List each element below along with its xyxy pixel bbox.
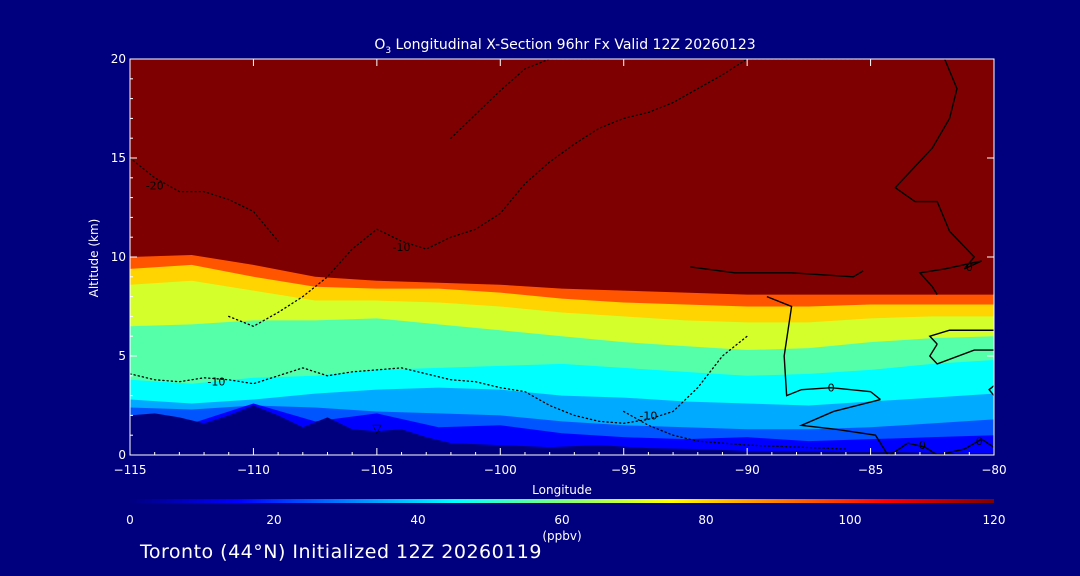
- y-tick-label: 0: [118, 448, 126, 462]
- y-axis-label: Altitude (km): [87, 219, 101, 298]
- footer-station-init: Toronto (44°N) Initialized 12Z 20260119: [140, 541, 542, 563]
- x-axis-label: Longitude: [532, 483, 592, 497]
- contour-line-5: [894, 59, 982, 295]
- colorbar-tick-label: 60: [554, 513, 569, 527]
- x-tick-label: −100: [484, 463, 517, 477]
- contour-line-7: [928, 343, 994, 365]
- y-tick-label: 15: [111, 151, 126, 165]
- contour-label: 0: [966, 261, 973, 274]
- plot-area: -20 -10 -10 -10 0 0 0 0 ▽: [130, 59, 994, 455]
- colorbar-ramp: [130, 499, 994, 503]
- colorbar-tick-label: 0: [126, 513, 134, 527]
- colorbar-tick-label: 100: [839, 513, 862, 527]
- x-tick-label: −105: [360, 463, 393, 477]
- y-axis: 0 5 10 15 20: [111, 52, 994, 462]
- x-axis: −115 −110 −105 −100 −95 −90 −85 −80: [114, 59, 1007, 477]
- contour-line-9: [766, 295, 881, 401]
- contour-line-10: [798, 398, 889, 455]
- contour-line-11: [889, 438, 994, 455]
- colorbar-unit-label: (ppbv): [542, 529, 581, 543]
- x-tick-label: −85: [858, 463, 883, 477]
- y-tick-label: 20: [111, 52, 126, 66]
- contour-label: -10: [393, 241, 411, 254]
- y-tick-label: 5: [118, 349, 126, 363]
- y-tick-label: 10: [111, 250, 126, 264]
- x-tick-label: −80: [981, 463, 1006, 477]
- contour-line-12: [988, 385, 994, 397]
- colorbar: 0 20 40 60 80 100 120: [126, 499, 1005, 527]
- x-tick-label: −95: [611, 463, 636, 477]
- x-tick-label: −115: [114, 463, 147, 477]
- contour-label: -20: [146, 180, 164, 193]
- contour-line-3: [130, 335, 748, 424]
- contour-line-6: [690, 266, 864, 278]
- colorbar-tick-label: 20: [266, 513, 281, 527]
- contour-label: 0: [919, 439, 926, 452]
- colorbar-tick-label: 80: [698, 513, 713, 527]
- contour-line-1: [450, 59, 600, 139]
- contour-label: -10: [207, 376, 225, 389]
- colorbar-tick-label: 40: [410, 513, 425, 527]
- contour-line-2: [228, 59, 872, 328]
- contour-line-4: [623, 410, 847, 450]
- contour-line-0: [130, 157, 279, 242]
- station-marker: ▽: [372, 421, 382, 435]
- contour-line-8: [928, 329, 994, 345]
- contour-label: 0: [976, 435, 983, 448]
- x-tick-label: −90: [734, 463, 759, 477]
- terrain: [130, 405, 994, 455]
- x-tick-label: −110: [237, 463, 270, 477]
- chart-title: O3 Longitudinal X-Section 96hr Fx Valid …: [374, 37, 755, 56]
- contour-label: -10: [639, 409, 657, 422]
- colorbar-tick-label: 120: [983, 513, 1006, 527]
- contour-label: 0: [828, 382, 835, 395]
